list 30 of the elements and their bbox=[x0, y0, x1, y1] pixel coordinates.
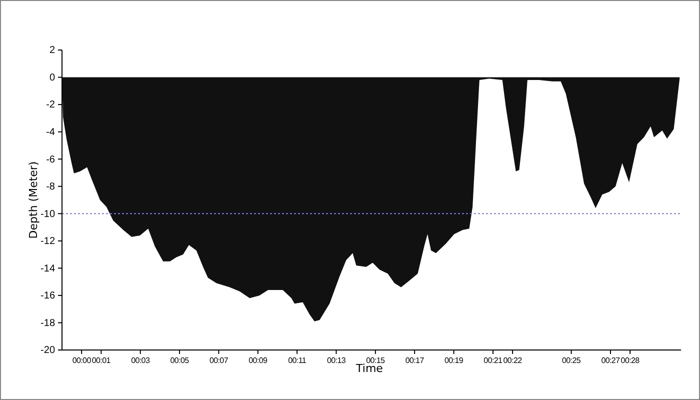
y-tick-label: -14 bbox=[40, 263, 56, 274]
x-tick-label: 00:22 bbox=[503, 356, 523, 365]
x-tick-label: 00:05 bbox=[170, 356, 190, 365]
y-tick-label: -18 bbox=[40, 318, 56, 329]
y-tick-label: -2 bbox=[46, 100, 56, 111]
y-tick-label: -16 bbox=[40, 290, 56, 302]
y-tick-label: -8 bbox=[46, 182, 56, 193]
x-tick-label: 00:28 bbox=[620, 356, 640, 365]
x-tick-label: 00:13 bbox=[326, 356, 346, 365]
x-tick-label: 00:01 bbox=[92, 356, 112, 365]
x-tick-label: 00:07 bbox=[209, 356, 229, 365]
y-tick-label: -12 bbox=[40, 236, 56, 248]
y-axis-title: Depth (Meter) bbox=[27, 161, 40, 239]
y-tick-label: 0 bbox=[49, 72, 56, 84]
x-tick-label: 00:25 bbox=[562, 356, 582, 365]
y-tick-label: -10 bbox=[40, 208, 56, 220]
x-tick-label: 00:00 bbox=[72, 356, 92, 365]
y-tick-label: -20 bbox=[40, 345, 56, 356]
x-tick-label: 00:03 bbox=[131, 356, 150, 365]
x-axis-title: Time bbox=[355, 362, 384, 375]
y-tick-label: -6 bbox=[46, 154, 56, 166]
x-tick-label: 00:17 bbox=[405, 356, 425, 365]
y-tick-label: -4 bbox=[46, 127, 56, 138]
x-tick-label: 00:19 bbox=[444, 356, 464, 365]
x-tick-label: 00:27 bbox=[601, 356, 621, 365]
x-tick-label: 00:11 bbox=[288, 356, 307, 365]
y-tick-label: 2 bbox=[49, 45, 56, 56]
x-tick-label: 00:21 bbox=[484, 356, 504, 365]
x-tick-label: 00:15 bbox=[366, 356, 386, 365]
x-tick-label: 00:09 bbox=[248, 356, 268, 365]
